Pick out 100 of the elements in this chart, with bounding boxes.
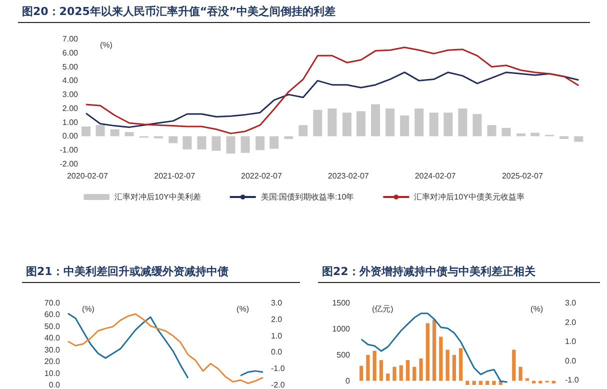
chart-title: 图21：中美利差回升或减缓外资减持中债 [22,262,300,283]
bar [472,114,482,136]
y-tick-label: 6.00 [62,48,79,58]
y-tick-label: 7.00 [62,34,79,44]
bar [516,133,526,136]
bar [432,320,436,381]
x-tick-label: 2025-02-07 [502,172,544,180]
legend-label: 美国:国债到期收益率:10年 [260,192,354,202]
bar [212,136,221,151]
bar [518,366,522,381]
y-tick-label: 0 [346,376,351,386]
bar [466,380,470,385]
bar [532,380,536,384]
bar [284,136,294,139]
y2-axis-title: (%) [236,304,250,314]
bar [538,380,542,384]
bar [512,350,516,381]
y-tick-label: 1000 [332,324,351,334]
bar [439,336,443,381]
y-tick-label: 50.0 [44,322,61,331]
bar [400,115,410,136]
bar [124,132,134,136]
bar [342,112,352,136]
bar [478,380,483,385]
y-axis-title: (%) [100,40,113,50]
chart-title: 图22：外资增持减持中债与中美利差正相关 [318,262,600,283]
y2-tick-label: -1.0 [565,376,580,385]
bar [82,126,90,136]
y2-tick-label: 2.0 [271,314,283,324]
bar [406,360,410,381]
y-tick-label: 1.00 [62,118,79,127]
y-tick-label: 30.0 [44,345,61,354]
y-axis-title: (%) [82,304,95,314]
line-series [360,312,508,383]
bar [240,136,250,153]
bar [444,112,453,136]
y-tick-label: 4.00 [62,76,79,86]
x-tick-label: 2021-02-07 [154,172,196,180]
x-tick-label: 2022-02-07 [241,172,282,180]
bar [502,128,511,136]
bar [414,108,424,136]
bar [372,350,376,381]
y2-tick-label: 3.0 [271,298,283,308]
y-tick-label: 500 [336,350,351,360]
y2-tick-label: 1.0 [271,331,283,340]
y-axis-title: (亿元) [372,304,394,314]
bar [298,125,308,136]
y-tick-label: 1500 [332,298,351,308]
bar [256,136,265,150]
bar [328,108,337,136]
bar [226,136,236,154]
y-tick-label: 5.00 [62,62,79,72]
y2-axis-title: (%) [530,304,544,314]
bar [96,125,105,136]
bar [270,136,279,149]
legend-label: 汇率对冲后10Y中美利差 [114,192,201,202]
bar [487,125,496,136]
y-tick-label: 2.00 [62,104,79,113]
y-tick-label: 20.0 [44,357,61,366]
y-tick-label: 40.0 [44,334,61,343]
bar [313,110,322,136]
x-tick-label: 2023-02-07 [328,172,370,180]
y-tick-label: 3.00 [62,90,79,100]
y2-tick-label: 0.0 [271,348,283,357]
bar [356,111,366,136]
bar [399,365,403,381]
y2-tick-label: 0.0 [565,356,577,366]
x-tick-label: 2020-02-07 [66,172,108,180]
bar [392,366,396,381]
line-series [85,72,580,128]
bar [525,378,529,381]
bar [359,366,364,381]
bar [426,323,430,381]
bar [366,354,370,381]
bar [492,380,496,385]
x-tick-label: 2024-02-07 [414,172,456,180]
bar [472,380,476,385]
bar [452,354,456,381]
bar [446,350,450,381]
bar [458,348,463,381]
bar [560,136,569,139]
y-tick-label: 0.0 [48,380,61,389]
bar [168,136,178,144]
bar [429,112,438,136]
chart-title: 图20：2025年以来人民币汇率升值“吞没”中美之间倒挂的利差 [18,2,590,23]
y-tick-label: 0.00 [62,132,79,141]
bar [379,360,384,381]
bar [197,136,206,150]
bar [458,108,468,136]
bar [552,380,556,384]
bar [371,104,380,136]
bar [574,136,584,142]
y2-tick-label: -1.0 [271,364,286,374]
bar [386,374,390,381]
bar [412,366,416,381]
y-tick-label: -2.00 [60,160,79,168]
y2-tick-label: -2.0 [271,380,286,389]
y-tick-label: 60.0 [44,310,61,320]
y2-tick-label: 2.0 [565,318,577,327]
y2-tick-label: 3.0 [565,298,577,308]
